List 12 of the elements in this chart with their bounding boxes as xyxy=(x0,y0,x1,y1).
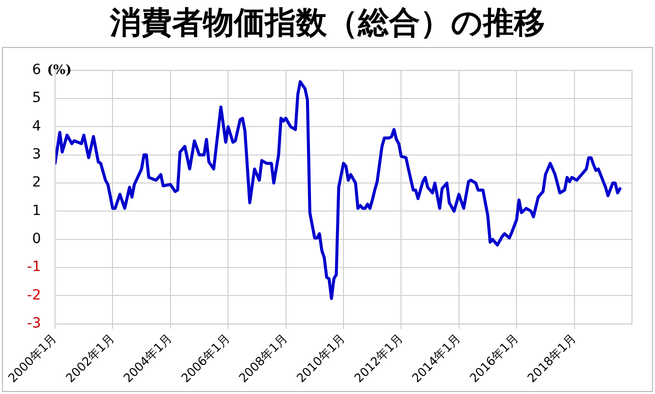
y-tick-label: 0 xyxy=(32,231,41,248)
y-tick-label: -2 xyxy=(27,287,41,304)
y-tick-label: 6 xyxy=(32,62,42,78)
y-tick-label: 2 xyxy=(32,174,41,191)
chart-title: 消費者物価指数（総合）の推移 xyxy=(109,4,546,43)
y-tick-label: 3 xyxy=(32,146,41,163)
y-axis-title: (%) xyxy=(47,62,72,78)
y-tick-label: 4 xyxy=(32,118,42,134)
y-tick-label: -3 xyxy=(27,315,41,332)
y-tick-label: 1 xyxy=(32,202,41,219)
y-tick-label: -1 xyxy=(27,259,41,276)
y-tick-label: 5 xyxy=(32,90,41,106)
